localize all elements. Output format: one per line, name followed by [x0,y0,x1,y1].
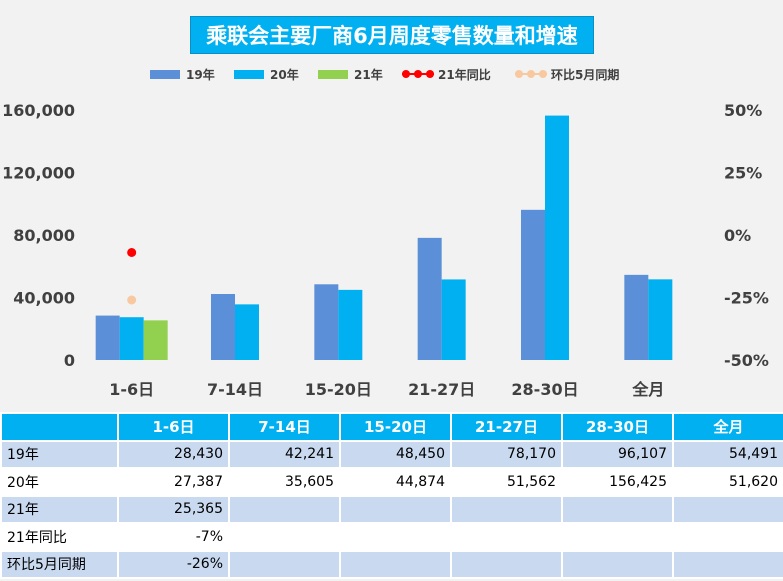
bar [648,279,673,360]
table-header-corner [0,412,119,442]
legend-item-yoy21: 21年同比 [402,64,491,84]
bar [314,284,339,360]
table-cell [561,522,674,552]
table-header-cell: 21-27日 [450,412,563,442]
table-cell: -26% [117,549,230,579]
y-tick-label: 0 [64,351,75,370]
table-row: 20年 27,387 35,605 44,874 51,562 156,425 … [0,467,783,497]
legend-label-19: 19年 [186,67,215,82]
table-row: 环比5月同期 -26% [0,549,783,579]
table-cell: 51,620 [672,467,783,497]
legend-item-20: 20年 [234,64,299,84]
table-cell: 42,241 [228,439,341,469]
table-cell [561,549,674,579]
legend-label-21: 21年 [354,67,383,82]
y-tick-label: 160,000 [2,101,75,120]
legend-item-21: 21年 [318,64,383,84]
y2-tick-label: 25% [724,164,762,183]
bar [521,209,545,360]
line-point [127,295,137,305]
table-header-cell: 全月 [672,412,783,442]
table-header-row: 1-6日 7-14日 15-20日 21-27日 28-30日 全月 [0,412,783,442]
table-row: 21年同比 -7% [0,522,783,552]
table-cell [450,494,563,524]
table-header-cell: 7-14日 [228,412,341,442]
table-cell [450,522,563,552]
table-cell [450,549,563,579]
legend: 19年 20年 21年 21年同比 环比5月同期 [0,64,783,84]
row-label: 20年 [0,467,119,497]
table-cell: 27,387 [117,467,230,497]
table-cell: 48,450 [339,439,452,469]
x-tick-label: 全月 [631,380,664,399]
table-cell: 35,605 [228,467,341,497]
y-tick-label: 80,000 [13,226,75,245]
x-tick-label: 1-6日 [109,380,154,399]
table-cell [672,522,783,552]
row-label: 环比5月同期 [0,549,119,579]
y-tick-label: 40,000 [13,289,75,308]
bar [235,304,259,360]
x-tick-label: 15-20日 [305,380,372,399]
table-row: 21年 25,365 [0,494,783,524]
legend-swatch-20 [234,69,264,79]
table-cell [672,494,783,524]
table-header-cell: 28-30日 [561,412,674,442]
line-point [127,248,137,257]
table-cell: 156,425 [561,467,674,497]
y2-tick-label: -25% [724,289,769,308]
bar [143,320,168,360]
y2-tick-label: -50% [724,351,769,370]
y2-tick-label: 0% [724,226,751,245]
legend-swatch-21 [318,69,348,79]
table-cell [561,494,674,524]
table-cell [672,549,783,579]
table-cell: 51,562 [450,467,563,497]
table-row: 19年 28,430 42,241 48,450 78,170 96,107 5… [0,439,783,469]
x-tick-label: 7-14日 [207,380,263,399]
table-cell: 28,430 [117,439,230,469]
legend-label-yoy21: 21年同比 [438,67,491,82]
table-cell: -7% [117,522,230,552]
legend-item-19: 19年 [150,64,215,84]
data-table: 1-6日 7-14日 15-20日 21-27日 28-30日 全月 19年 2… [0,412,783,579]
legend-swatch-mom [515,69,547,79]
chart-title: 乘联会主要厂商6月周度零售数量和增速 [190,16,594,54]
table-cell: 25,365 [117,494,230,524]
table-cell: 44,874 [339,467,452,497]
bar [211,293,235,360]
y2-tick-label: 50% [724,101,762,120]
legend-label-20: 20年 [270,67,299,82]
table-cell [339,494,452,524]
legend-item-mom: 环比5月同期 [515,64,619,84]
chart: 0 40,000 80,000 120,000 160,000 -50% -25% 0% 25%… [2,101,769,399]
bar [417,237,442,360]
row-label: 19年 [0,439,119,469]
x-tick-label: 21-27日 [408,380,475,399]
table-cell: 78,170 [450,439,563,469]
legend-swatch-yoy21 [402,69,434,79]
x-tick-label: 28-30日 [511,380,578,399]
bar [441,279,466,360]
table-cell [339,522,452,552]
table-header-cell: 1-6日 [117,412,230,442]
bar [545,115,569,360]
bar [624,274,649,360]
table-cell [339,549,452,579]
bar [119,317,144,360]
bar [95,315,120,360]
row-label: 21年同比 [0,522,119,552]
y-tick-label: 120,000 [2,164,75,183]
row-label: 21年 [0,494,119,524]
legend-label-mom: 环比5月同期 [551,67,620,82]
table-cell [228,494,341,524]
table-cell: 54,491 [672,439,783,469]
bar [338,289,363,360]
table-cell [228,549,341,579]
legend-swatch-19 [150,69,180,79]
table-header-cell: 15-20日 [339,412,452,442]
table-cell [228,522,341,552]
table-cell: 96,107 [561,439,674,469]
